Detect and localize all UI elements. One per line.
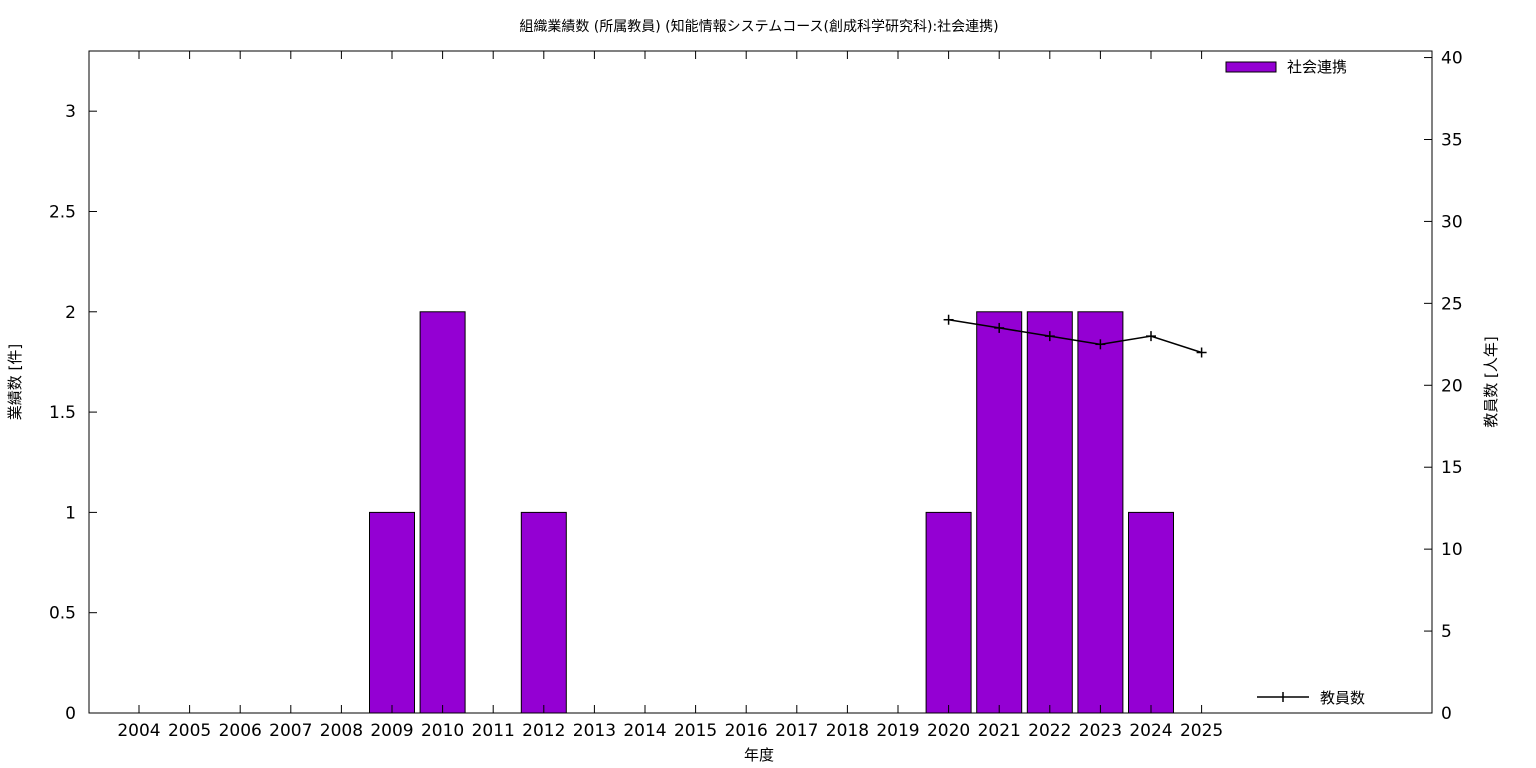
- line-point: [1146, 331, 1156, 342]
- x-tick-label: 2009: [370, 721, 413, 741]
- chart-title: 組織業績数 (所属教員) (知能情報システムコース(創成科学研究科):社会連携): [519, 18, 998, 35]
- y2-tick-label: 40: [1441, 49, 1463, 69]
- plot-area: [88, 50, 1433, 714]
- x-axis-label: 年度: [744, 746, 774, 764]
- bar: [1128, 511, 1174, 714]
- x-tick-label: 2022: [1028, 721, 1071, 741]
- bar-series: [369, 311, 1174, 714]
- x-tick-label: 2019: [876, 721, 919, 741]
- x-tick-label: 2018: [826, 721, 869, 741]
- x-tick-label: 2014: [623, 721, 666, 741]
- legend-bar-swatch: [1225, 61, 1277, 73]
- x-tick-label: 2006: [219, 721, 262, 741]
- line-point: [994, 322, 1005, 333]
- y2-tick-label: 5: [1441, 622, 1452, 642]
- y2-tick-label: 30: [1441, 212, 1463, 232]
- y2-tick-label: 15: [1441, 458, 1463, 478]
- x-tick-label: 2020: [927, 721, 970, 741]
- bar: [419, 311, 466, 714]
- y-tick-label: 3: [65, 102, 76, 122]
- x-tick-label: 2004: [117, 721, 160, 741]
- line-series: [943, 314, 1207, 358]
- y-tick-label: 2: [65, 303, 76, 323]
- x-tick-label: 2007: [269, 721, 312, 741]
- legend-bar: 社会連携: [1225, 58, 1347, 76]
- x-tick-label: 2024: [1129, 721, 1172, 741]
- line-path: [948, 318, 1202, 354]
- x-tick-label: 2023: [1079, 721, 1122, 741]
- x-tick-label: 2025: [1180, 721, 1223, 741]
- x-tick-label: 2008: [320, 721, 363, 741]
- plot-frame: [88, 50, 1433, 714]
- y2-tick-label: 0: [1441, 704, 1452, 724]
- bar: [520, 511, 567, 714]
- bar: [369, 511, 415, 714]
- bar: [1077, 311, 1124, 714]
- legend-line: 教員数: [1257, 689, 1365, 707]
- x-tick-label: 2015: [674, 721, 717, 741]
- y2-tick-label: 35: [1441, 130, 1463, 150]
- y-tick-label: 2.5: [49, 202, 76, 222]
- bar: [925, 511, 972, 714]
- y-axis-label: 業績数 [件]: [6, 344, 24, 420]
- legend-bar-label: 社会連携: [1287, 58, 1347, 76]
- y-tick-label: 1.5: [49, 403, 76, 423]
- y2-axis-label: 教員数 [人年]: [1482, 336, 1500, 427]
- y-tick-label: 0.5: [49, 604, 76, 624]
- bar: [1026, 311, 1073, 714]
- x-tick-label: 2016: [725, 721, 768, 741]
- x-tick-label: 2017: [775, 721, 818, 741]
- line-point: [1095, 339, 1106, 350]
- line-point: [1196, 347, 1207, 358]
- y2-tick-label: 20: [1441, 376, 1463, 396]
- x-tick-label: 2005: [168, 721, 211, 741]
- x-tick-label: 2021: [978, 721, 1021, 741]
- y2-tick-label: 25: [1441, 294, 1463, 314]
- x-tick-label: 2010: [421, 721, 464, 741]
- x-tick-label: 2013: [573, 721, 616, 741]
- bar: [976, 311, 1023, 714]
- x-tick-label: 2011: [472, 721, 515, 741]
- y-tick-label: 1: [65, 503, 76, 523]
- line-point: [1044, 331, 1055, 342]
- x-tick-label: 2012: [522, 721, 565, 741]
- legend-line-label: 教員数: [1320, 689, 1365, 707]
- y2-tick-label: 10: [1441, 540, 1463, 560]
- y-tick-label: 0: [65, 704, 76, 724]
- line-point: [943, 314, 954, 325]
